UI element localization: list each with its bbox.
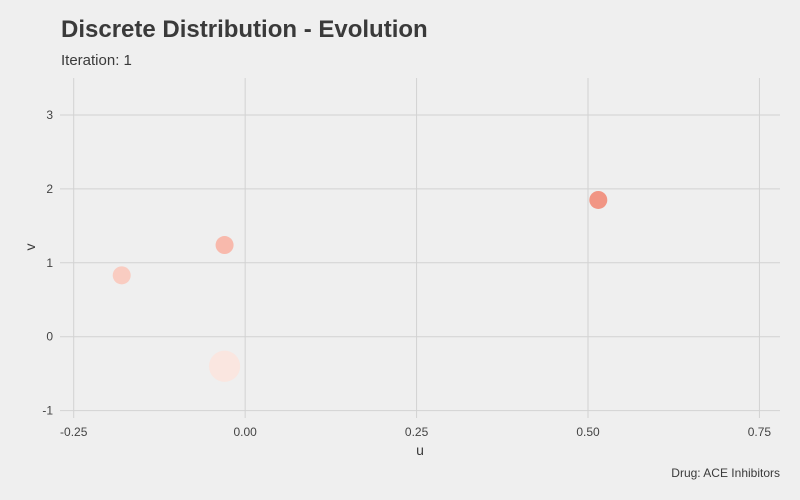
y-tick-label: 1 <box>46 256 53 270</box>
y-tick-label: -1 <box>42 404 53 418</box>
chart-title: Discrete Distribution - Evolution <box>61 16 428 43</box>
y-axis-title: v <box>22 244 38 251</box>
x-tick-label: -0.25 <box>60 425 88 439</box>
y-tick-label: 2 <box>46 182 53 196</box>
x-tick-label: 0.00 <box>233 425 257 439</box>
x-tick-label: 0.75 <box>748 425 772 439</box>
data-point-0 <box>112 266 131 285</box>
grid-lines <box>60 78 780 418</box>
data-point-3 <box>589 190 608 209</box>
y-tick-label: 3 <box>46 108 53 122</box>
x-tick-label: 0.50 <box>576 425 600 439</box>
y-tick-label: 0 <box>46 330 53 344</box>
chart-subtitle: Iteration: 1 <box>61 52 132 69</box>
chart-caption: Drug: ACE Inhibitors <box>671 466 780 480</box>
data-point-1 <box>215 236 234 255</box>
tick-labels: -0.25 0.00 0.25 0.50 0.75 -1 0 1 2 3 <box>42 108 771 439</box>
data-point-2 <box>208 350 241 382</box>
data-points <box>112 190 608 382</box>
x-tick-label: 0.25 <box>405 425 429 439</box>
x-axis-title: u <box>416 442 424 458</box>
